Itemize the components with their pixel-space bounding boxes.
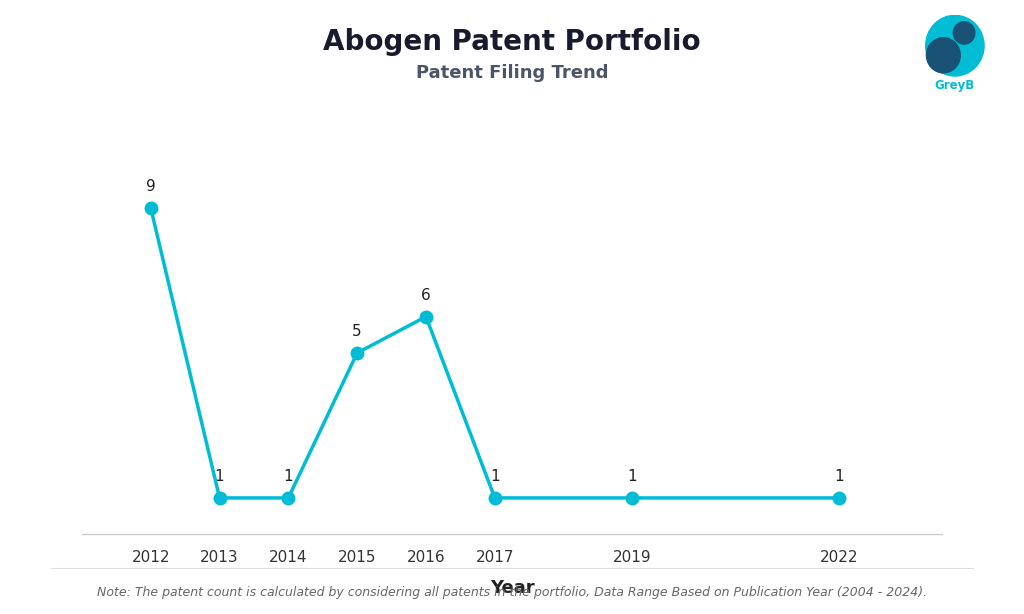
Text: 5: 5 bbox=[352, 324, 361, 339]
Text: Patent Filing Trend: Patent Filing Trend bbox=[416, 64, 608, 82]
Text: Note: The patent count is calculated by considering all patents in the portfolio: Note: The patent count is calculated by … bbox=[97, 586, 927, 599]
Text: 6: 6 bbox=[421, 288, 431, 303]
Circle shape bbox=[927, 37, 961, 73]
Circle shape bbox=[953, 21, 975, 44]
Text: 9: 9 bbox=[145, 179, 156, 194]
Text: 1: 1 bbox=[284, 469, 293, 484]
Text: 1: 1 bbox=[490, 469, 500, 484]
Text: Abogen Patent Portfolio: Abogen Patent Portfolio bbox=[324, 28, 700, 56]
Text: 1: 1 bbox=[835, 469, 844, 484]
Circle shape bbox=[926, 15, 984, 76]
Text: 1: 1 bbox=[215, 469, 224, 484]
Text: 1: 1 bbox=[628, 469, 637, 484]
Text: GreyB: GreyB bbox=[935, 79, 975, 92]
X-axis label: Year: Year bbox=[489, 579, 535, 597]
